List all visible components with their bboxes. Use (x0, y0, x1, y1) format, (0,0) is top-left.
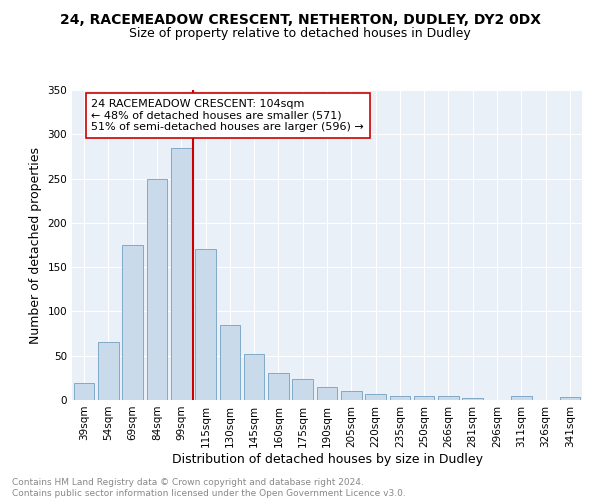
Bar (171, 148, 191, 400)
Bar (511, 396, 532, 400)
Bar (244, 354, 265, 400)
Bar (438, 396, 459, 400)
Text: 24 RACEMEADOW CRESCENT: 104sqm
← 48% of detached houses are smaller (571)
51% of: 24 RACEMEADOW CRESCENT: 104sqm ← 48% of … (91, 99, 364, 132)
Bar (560, 398, 580, 400)
Bar (389, 396, 410, 400)
X-axis label: Distribution of detached houses by size in Dudley: Distribution of detached houses by size … (172, 452, 482, 466)
Bar (146, 178, 167, 400)
Bar (463, 398, 483, 400)
Bar (122, 245, 143, 400)
Bar (414, 396, 434, 400)
Y-axis label: Number of detached properties: Number of detached properties (29, 146, 42, 344)
Bar (292, 378, 313, 400)
Bar (195, 250, 216, 400)
Text: Contains HM Land Registry data © Crown copyright and database right 2024.
Contai: Contains HM Land Registry data © Crown c… (12, 478, 406, 498)
Bar (365, 394, 386, 400)
Text: 24, RACEMEADOW CRESCENT, NETHERTON, DUDLEY, DY2 0DX: 24, RACEMEADOW CRESCENT, NETHERTON, DUDL… (59, 12, 541, 26)
Bar (317, 386, 337, 400)
Bar (268, 374, 289, 400)
Bar (341, 391, 362, 400)
Bar (74, 383, 94, 400)
Bar (220, 324, 240, 400)
Text: Size of property relative to detached houses in Dudley: Size of property relative to detached ho… (129, 28, 471, 40)
Bar (98, 342, 119, 400)
